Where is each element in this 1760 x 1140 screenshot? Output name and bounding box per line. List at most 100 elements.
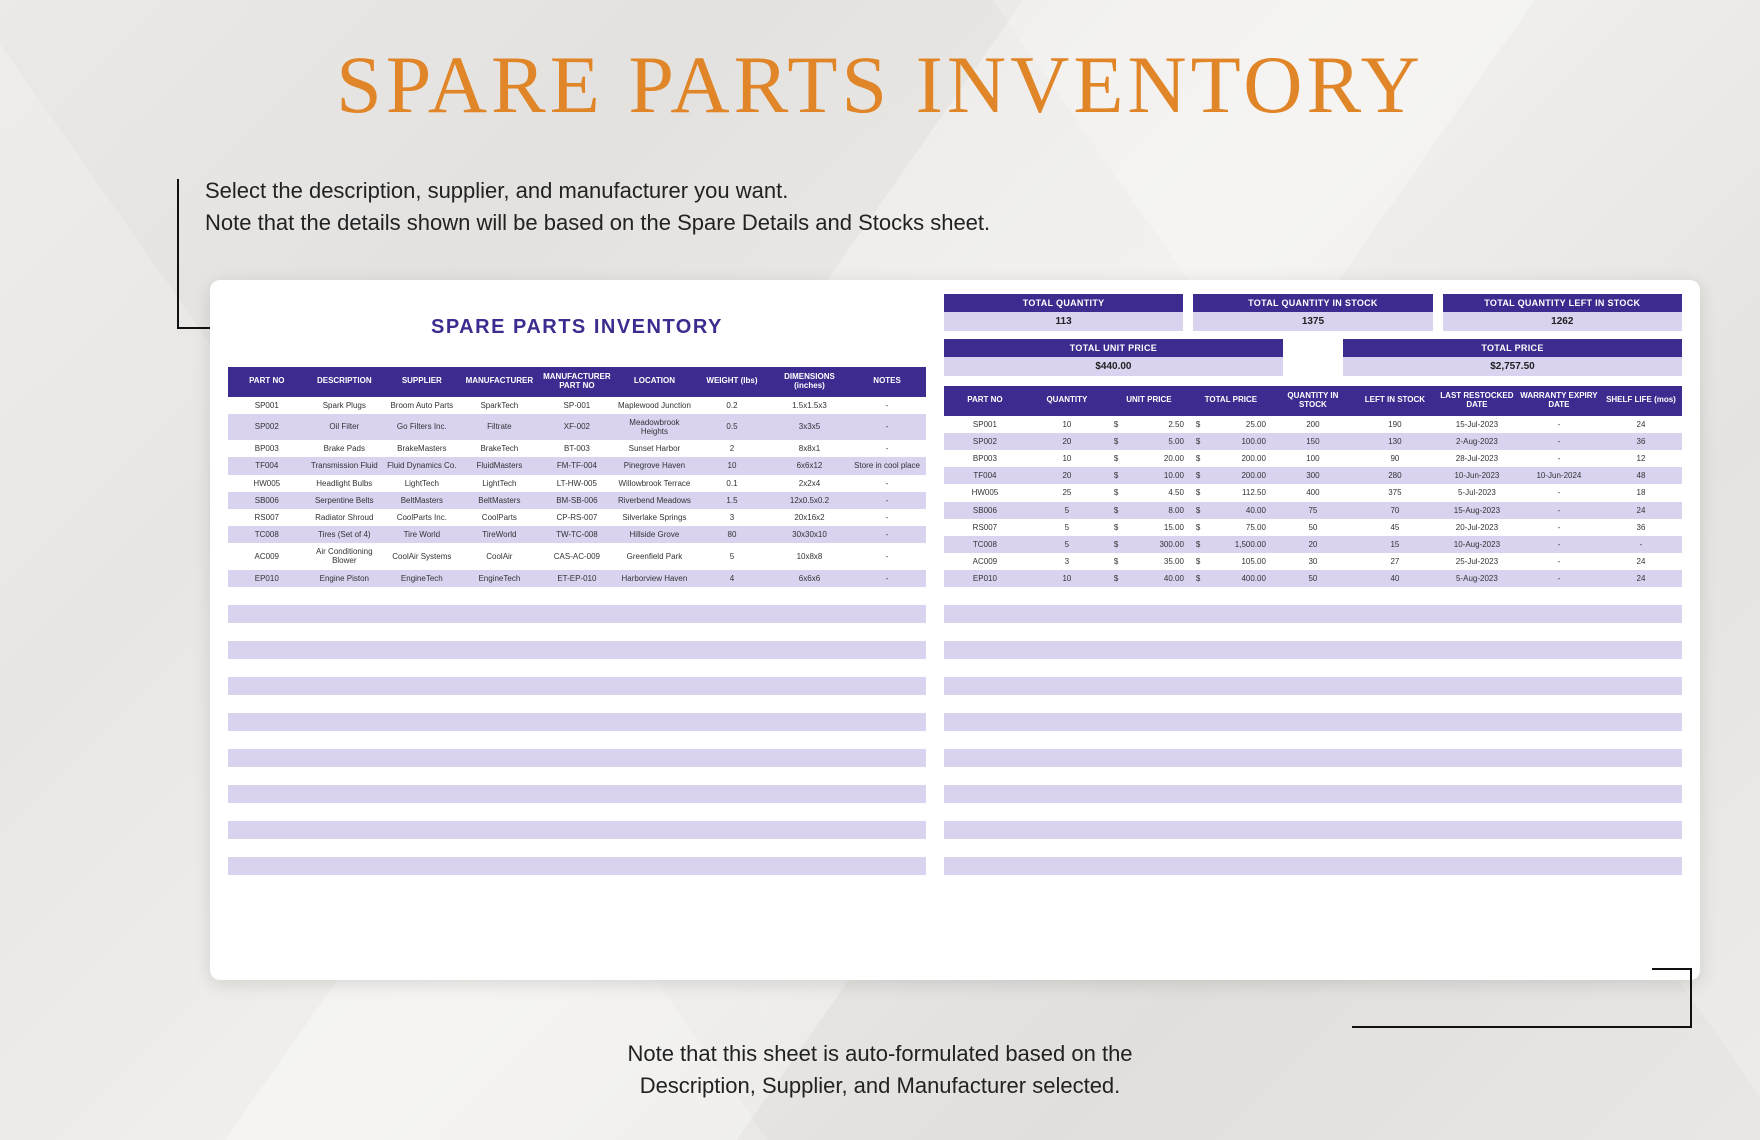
summary-label: TOTAL PRICE	[1343, 339, 1682, 357]
table-cell: 20	[1272, 536, 1354, 553]
table-cell: $400.00	[1190, 570, 1272, 587]
table-cell: $200.00	[1190, 450, 1272, 467]
table-cell: -	[1600, 536, 1682, 553]
table-row-empty	[228, 875, 926, 893]
column-header: PART NO	[228, 367, 306, 397]
table-cell: Spark Plugs	[306, 397, 384, 414]
table-cell: BM-SB-006	[538, 492, 616, 509]
table-cell: EP010	[228, 570, 306, 587]
table-cell: $20.00	[1108, 450, 1190, 467]
table-cell: Serpentine Belts	[306, 492, 384, 509]
column-header: SHELF LIFE (mos)	[1600, 386, 1682, 416]
table-cell: Oil Filter	[306, 414, 384, 440]
table-row-empty	[228, 677, 926, 695]
table-cell: -	[1518, 502, 1600, 519]
table-cell: TF004	[944, 467, 1026, 484]
table-cell: 18	[1600, 484, 1682, 501]
table-cell: Tire World	[383, 526, 461, 543]
table-cell: 200	[1272, 416, 1354, 433]
summary-label: TOTAL QUANTITY LEFT IN STOCK	[1443, 294, 1682, 312]
table-row-empty	[944, 785, 1682, 803]
table-cell: 300	[1272, 467, 1354, 484]
total-unit-price-box: TOTAL UNIT PRICE $440.00	[944, 339, 1283, 376]
table-cell: 2-Aug-2023	[1436, 433, 1518, 450]
table-cell: 2	[693, 440, 771, 457]
summary-row-2: TOTAL UNIT PRICE $440.00 TOTAL PRICE $2,…	[944, 339, 1682, 376]
table-cell: 5	[693, 543, 771, 569]
table-cell: 24	[1600, 416, 1682, 433]
table-cell: 130	[1354, 433, 1436, 450]
table-cell: $40.00	[1190, 502, 1272, 519]
table-cell: 90	[1354, 450, 1436, 467]
table-row-empty	[228, 605, 926, 623]
column-header: QUANTITY	[1026, 386, 1108, 416]
table-cell: 10-Jun-2024	[1518, 467, 1600, 484]
table-cell: -	[848, 509, 926, 526]
table-row-empty	[228, 641, 926, 659]
table-cell: 15-Jul-2023	[1436, 416, 1518, 433]
table-cell: -	[848, 543, 926, 569]
table-row-empty	[228, 749, 926, 767]
column-header: SUPPLIER	[383, 367, 461, 397]
table-cell: 30x30x10	[771, 526, 849, 543]
table-cell: 5	[1026, 536, 1108, 553]
table-cell: 20-Jul-2023	[1436, 519, 1518, 536]
annotation-line-icon	[1690, 968, 1692, 1028]
total-quantity-in-stock-box: TOTAL QUANTITY IN STOCK 1375	[1193, 294, 1432, 331]
table-row-empty	[944, 749, 1682, 767]
annotation-line-icon	[177, 179, 179, 329]
table-cell: SP001	[228, 397, 306, 414]
table-cell: Transmission Fluid	[306, 457, 384, 474]
table-cell: BrakeMasters	[383, 440, 461, 457]
table-cell: $4.50	[1108, 484, 1190, 501]
table-cell: FM-TF-004	[538, 457, 616, 474]
table-cell: 5	[1026, 502, 1108, 519]
table-cell: 70	[1354, 502, 1436, 519]
table-row-empty	[228, 587, 926, 605]
table-cell: 27	[1354, 553, 1436, 570]
table-cell: $10.00	[1108, 467, 1190, 484]
table-cell: FluidMasters	[461, 457, 539, 474]
table-cell: $75.00	[1190, 519, 1272, 536]
table-row: BP003Brake PadsBrakeMastersBrakeTechBT-0…	[228, 440, 926, 457]
summary-value: 113	[944, 312, 1183, 331]
table-cell: Store in cool place	[848, 457, 926, 474]
table-cell: Meadowbrook Heights	[616, 414, 694, 440]
table-row-empty	[228, 767, 926, 785]
table-cell: 75	[1272, 502, 1354, 519]
table-cell: Harborview Haven	[616, 570, 694, 587]
table-cell: 2x2x4	[771, 475, 849, 492]
column-header: QUANTITY IN STOCK	[1272, 386, 1354, 416]
table-cell: 6x6x12	[771, 457, 849, 474]
table-cell: BeltMasters	[383, 492, 461, 509]
column-header: LEFT IN STOCK	[1354, 386, 1436, 416]
table-cell: -	[1518, 519, 1600, 536]
table-cell: SB006	[944, 502, 1026, 519]
table-cell: 0.2	[693, 397, 771, 414]
table-row-empty	[228, 659, 926, 677]
table-cell: $105.00	[1190, 553, 1272, 570]
summary-value: 1375	[1193, 312, 1432, 331]
table-cell: 50	[1272, 570, 1354, 587]
table-row-empty	[228, 713, 926, 731]
table-cell: AC009	[944, 553, 1026, 570]
sheet-title: SPARE PARTS INVENTORY	[228, 294, 926, 357]
table-cell: -	[1518, 570, 1600, 587]
table-cell: BP003	[944, 450, 1026, 467]
left-panel: SPARE PARTS INVENTORY PART NODESCRIPTION…	[228, 294, 926, 974]
table-cell: SP002	[228, 414, 306, 440]
table-row-empty	[228, 839, 926, 857]
table-row: HW00525$4.50$112.504003755-Jul-2023-18	[944, 484, 1682, 501]
table-cell: EP010	[944, 570, 1026, 587]
top-note-line1: Select the description, supplier, and ma…	[205, 175, 990, 207]
table-row-empty	[944, 875, 1682, 893]
total-quantity-left-box: TOTAL QUANTITY LEFT IN STOCK 1262	[1443, 294, 1682, 331]
table-cell: 1.5	[693, 492, 771, 509]
summary-label: TOTAL QUANTITY IN STOCK	[1193, 294, 1432, 312]
table-row-empty	[944, 587, 1682, 605]
bottom-annotation: Note that this sheet is auto-formulated …	[0, 1038, 1760, 1102]
table-cell: 10	[1026, 450, 1108, 467]
table-cell: $40.00	[1108, 570, 1190, 587]
table-cell: TC008	[228, 526, 306, 543]
table-cell: 45	[1354, 519, 1436, 536]
